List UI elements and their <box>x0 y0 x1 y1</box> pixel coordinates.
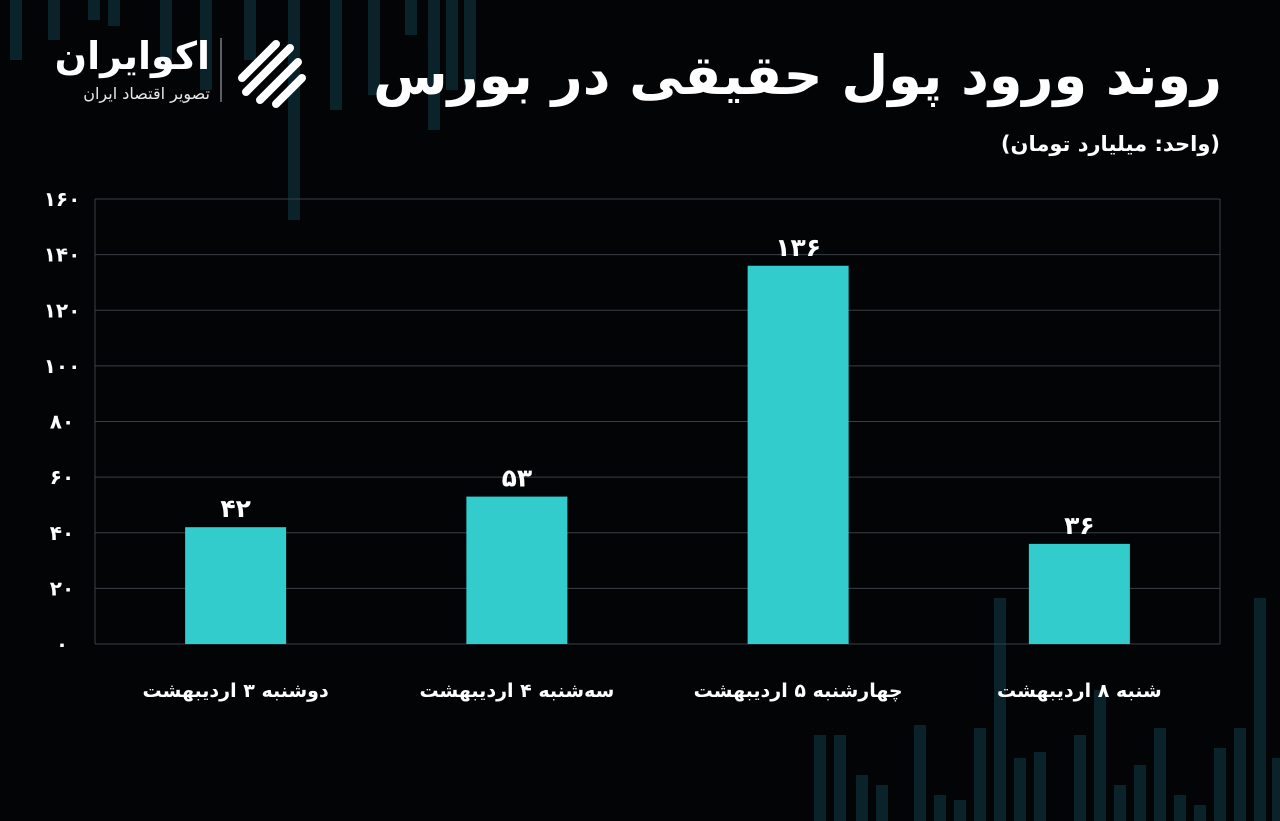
ecoiran-swirl-icon <box>238 40 306 108</box>
background-candle <box>1272 758 1280 821</box>
background-candle <box>368 0 380 95</box>
background-candle <box>330 0 342 110</box>
y-tick-label: ۱۶۰ <box>44 187 81 211</box>
background-candle <box>10 0 22 60</box>
background-candle <box>1174 795 1186 821</box>
x-tick-label: چهارشنبه ۵ اردیبهشت <box>694 680 903 702</box>
bar <box>1028 543 1130 644</box>
background-candle <box>1094 690 1106 821</box>
unit-label: (واحد: میلیارد تومان) <box>1000 132 1220 156</box>
x-tick-label: دوشنبه ۳ اردیبهشت <box>143 680 329 702</box>
background-candle <box>974 728 986 821</box>
y-tick-label: ۴۰ <box>50 521 74 545</box>
bar-value-label: ۵۳ <box>502 464 533 493</box>
brand-name: اکوایران <box>54 34 210 78</box>
background-candle <box>1194 805 1206 821</box>
brand-tagline: تصویر اقتصاد ایران <box>83 84 210 103</box>
x-tick-label: سه‌شنبه ۴ اردیبهشت <box>419 680 614 702</box>
background-candle <box>876 785 888 821</box>
background-candle <box>954 800 966 821</box>
background-candle <box>446 0 458 90</box>
logo-divider <box>220 38 222 102</box>
background-candle <box>160 0 172 70</box>
bar <box>185 527 287 644</box>
background-candle <box>934 795 946 821</box>
y-tick-label: ۱۴۰ <box>44 243 81 267</box>
x-tick-label: شنبه ۸ اردیبهشت <box>997 680 1162 702</box>
bar <box>466 496 568 644</box>
background-candle <box>48 0 60 40</box>
background-candle <box>1214 748 1226 821</box>
background-candle <box>288 0 300 220</box>
background-candle <box>1154 728 1166 821</box>
background-candle <box>1034 752 1046 821</box>
background-candle <box>856 775 868 821</box>
background-candle <box>814 735 826 821</box>
background-candle <box>428 0 440 130</box>
background-candle <box>108 0 120 26</box>
background-candle <box>200 0 212 90</box>
bar <box>747 265 849 644</box>
y-tick-label: ۱۰۰ <box>44 354 81 378</box>
background-candle <box>1134 765 1146 821</box>
bar-value-label: ۳۶ <box>1064 511 1095 540</box>
chart-title: روند ورود پول حقیقی در بورس <box>373 44 1222 107</box>
background-candle <box>1114 785 1126 821</box>
background-candle <box>1014 758 1026 821</box>
background-candle <box>994 598 1006 821</box>
y-tick-label: ۸۰ <box>50 410 74 434</box>
background-candle <box>464 0 476 85</box>
background-candle <box>1074 735 1086 821</box>
bar-value-label: ۱۳۶ <box>775 233 821 262</box>
background-candle <box>1234 728 1246 821</box>
y-tick-label: ۱۲۰ <box>44 298 81 322</box>
background-candle <box>244 0 256 60</box>
y-tick-label: ۰ <box>56 632 68 656</box>
background-candle <box>405 0 417 35</box>
background-candle <box>834 735 846 821</box>
brand-logo: اکوایران تصویر اقتصاد ایران <box>50 34 310 109</box>
background-candle <box>914 725 926 821</box>
bar-value-label: ۴۲ <box>220 494 251 523</box>
background-candle <box>1254 598 1266 821</box>
y-tick-label: ۲۰ <box>50 576 74 600</box>
background-candle <box>88 0 100 20</box>
y-tick-label: ۶۰ <box>50 465 74 489</box>
